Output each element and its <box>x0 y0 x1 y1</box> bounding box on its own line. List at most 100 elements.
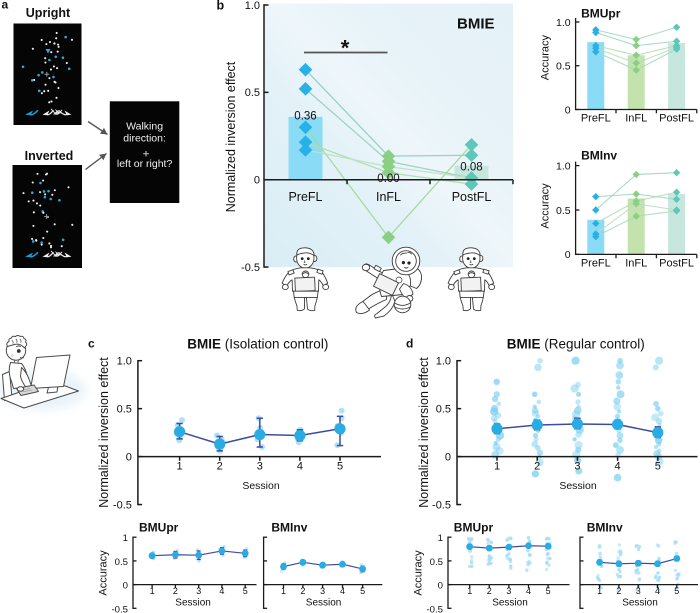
svg-text:InFL: InFL <box>625 257 647 269</box>
svg-text:Normalized inversion effect: Normalized inversion effect <box>97 357 111 508</box>
svg-text:5: 5 <box>674 586 679 596</box>
svg-text:0: 0 <box>123 581 128 592</box>
svg-text:PostFL: PostFL <box>659 257 694 269</box>
svg-text:2: 2 <box>487 586 492 596</box>
svg-text:BMUpr: BMUpr <box>581 7 621 21</box>
svg-text:Session: Session <box>242 480 280 492</box>
svg-text:0.5: 0.5 <box>436 404 451 416</box>
svg-text:1.0: 1.0 <box>117 356 132 368</box>
svg-text:0.08: 0.08 <box>460 162 482 174</box>
svg-text:0: 0 <box>565 104 571 116</box>
svg-text:0.5: 0.5 <box>430 557 443 568</box>
svg-text:BMInv: BMInv <box>271 521 307 535</box>
svg-text:*: * <box>341 36 350 61</box>
svg-text:0: 0 <box>565 249 571 261</box>
svg-text:BMIE (Isolation control): BMIE (Isolation control) <box>187 337 328 352</box>
svg-text:PreFL: PreFL <box>288 190 322 204</box>
svg-text:Session: Session <box>622 598 658 609</box>
svg-text:-0.5: -0.5 <box>426 604 443 613</box>
svg-text:0: 0 <box>126 451 132 463</box>
svg-text:BMInv: BMInv <box>581 149 617 163</box>
svg-text:4: 4 <box>615 461 621 473</box>
svg-text:0.5: 0.5 <box>245 87 260 99</box>
svg-text:0.5: 0.5 <box>117 404 132 416</box>
svg-text:0.00: 0.00 <box>377 173 399 185</box>
svg-text:0: 0 <box>438 581 443 592</box>
svg-text:1: 1 <box>597 586 602 596</box>
svg-text:Normalized inversion effect: Normalized inversion effect <box>224 61 238 212</box>
svg-text:1: 1 <box>281 586 286 596</box>
svg-text:0: 0 <box>445 451 451 463</box>
svg-text:InFL: InFL <box>625 113 647 125</box>
svg-text:3: 3 <box>506 586 511 596</box>
svg-text:direction:: direction: <box>123 133 166 145</box>
svg-text:2: 2 <box>173 586 178 596</box>
svg-text:left or right?: left or right? <box>117 158 173 170</box>
svg-text:1: 1 <box>494 461 500 473</box>
svg-text:5: 5 <box>243 586 248 596</box>
svg-text:4: 4 <box>297 461 303 473</box>
svg-text:PreFL: PreFL <box>581 113 611 125</box>
svg-text:PreFL: PreFL <box>581 257 611 269</box>
svg-text:Session: Session <box>492 598 528 609</box>
svg-text:5: 5 <box>546 586 551 596</box>
svg-text:c: c <box>88 337 95 351</box>
svg-text:5: 5 <box>655 461 661 473</box>
svg-text:Accuracy: Accuracy <box>540 34 552 80</box>
svg-text:0.36: 0.36 <box>294 111 316 123</box>
svg-text:-0.5: -0.5 <box>432 499 451 511</box>
svg-text:1: 1 <box>123 533 128 544</box>
svg-text:5: 5 <box>360 586 365 596</box>
svg-text:-0.5: -0.5 <box>113 499 132 511</box>
svg-text:1.0: 1.0 <box>556 160 571 172</box>
svg-text:PostFL: PostFL <box>659 113 694 125</box>
svg-text:-0.5: -0.5 <box>111 604 128 613</box>
svg-text:Session: Session <box>306 598 342 609</box>
svg-text:Walking: Walking <box>126 120 163 132</box>
svg-text:0: 0 <box>254 175 260 187</box>
svg-text:1.0: 1.0 <box>556 17 571 29</box>
svg-text:Normalized inversion effect: Normalized inversion effect <box>417 357 431 508</box>
svg-text:1.0: 1.0 <box>245 0 260 12</box>
svg-text:BMUpr: BMUpr <box>139 521 179 535</box>
svg-text:3: 3 <box>320 586 325 596</box>
svg-text:5: 5 <box>337 461 343 473</box>
svg-text:3: 3 <box>257 461 263 473</box>
svg-text:1.0: 1.0 <box>436 356 451 368</box>
svg-text:PostFL: PostFL <box>452 190 492 204</box>
svg-text:4: 4 <box>526 586 531 596</box>
svg-text:Session: Session <box>559 480 597 492</box>
svg-text:1: 1 <box>177 461 183 473</box>
svg-text:0.5: 0.5 <box>115 557 128 568</box>
svg-text:Upright: Upright <box>26 6 71 20</box>
svg-text:1: 1 <box>150 586 155 596</box>
svg-text:2: 2 <box>217 461 223 473</box>
svg-text:Inverted: Inverted <box>25 149 74 163</box>
svg-text:d: d <box>406 337 413 351</box>
svg-text:4: 4 <box>219 586 224 596</box>
svg-text:-0.5: -0.5 <box>241 262 260 274</box>
svg-text:Accuracy: Accuracy <box>413 550 425 596</box>
svg-text:3: 3 <box>196 586 201 596</box>
svg-text:BMUpr: BMUpr <box>454 521 494 535</box>
svg-text:2: 2 <box>616 586 621 596</box>
svg-text:3: 3 <box>574 461 580 473</box>
svg-text:InFL: InFL <box>376 190 401 204</box>
svg-text:a: a <box>2 0 9 12</box>
svg-text:0.5: 0.5 <box>556 61 571 73</box>
svg-text:2: 2 <box>300 586 305 596</box>
svg-text:BMIE (Regular control): BMIE (Regular control) <box>507 337 645 352</box>
svg-text:0.5: 0.5 <box>556 205 571 217</box>
svg-text:Session: Session <box>175 598 211 609</box>
svg-text:3: 3 <box>636 586 641 596</box>
svg-text:Accuracy: Accuracy <box>98 550 110 596</box>
svg-text:1: 1 <box>438 533 443 544</box>
svg-text:1: 1 <box>467 586 472 596</box>
svg-text:2: 2 <box>534 461 540 473</box>
svg-text:Accuracy: Accuracy <box>540 183 552 229</box>
svg-text:BMIE: BMIE <box>457 16 495 33</box>
svg-text:BMInv: BMInv <box>587 521 623 535</box>
svg-text:4: 4 <box>340 586 345 596</box>
svg-text:4: 4 <box>655 586 660 596</box>
svg-text:b: b <box>217 0 225 13</box>
